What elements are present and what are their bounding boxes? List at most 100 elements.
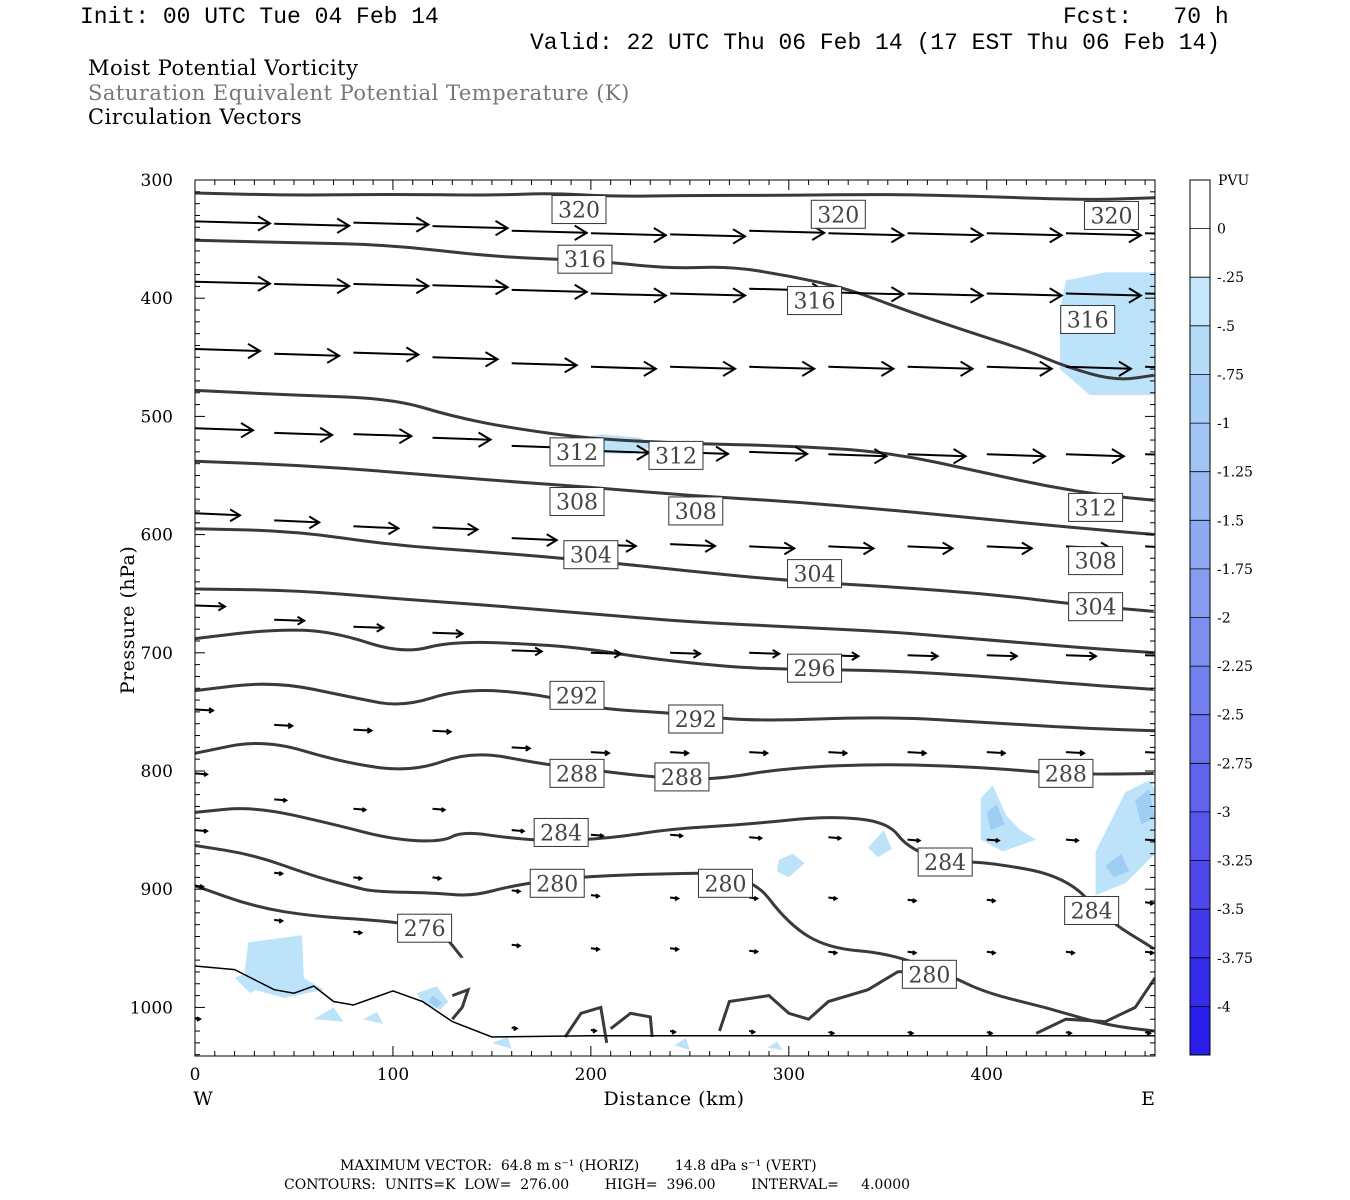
- vector-head: [467, 522, 480, 537]
- vector-head: [722, 360, 737, 377]
- colorbar-swatch: [1190, 666, 1210, 716]
- vector-shaft: [670, 365, 736, 370]
- circulation-vector: [1065, 227, 1143, 244]
- circulation-vector: [1065, 1030, 1073, 1036]
- vector-head: [1079, 749, 1086, 757]
- colorbar-swatch: [1190, 568, 1210, 618]
- circulation-vector: [195, 601, 227, 612]
- vector-shaft: [828, 453, 887, 458]
- contour-label-text: 316: [564, 248, 606, 273]
- vector-shaft: [907, 292, 983, 297]
- x-tick-label: 400: [971, 1065, 1003, 1085]
- contour-label-text: 304: [794, 563, 836, 588]
- circulation-vector: [828, 360, 896, 377]
- vector-shaft: [986, 292, 1062, 297]
- contour-300: [195, 587, 1155, 655]
- vector-shaft: [353, 433, 412, 438]
- circulation-vector: [670, 648, 702, 659]
- contour-label-text: 304: [570, 544, 612, 569]
- contour-label-box: [551, 195, 607, 225]
- pv-shade-core: [1135, 788, 1155, 825]
- vector-head: [772, 648, 782, 659]
- legend-theta-es: Saturation Equivalent Potential Temperat…: [88, 81, 630, 105]
- circulation-vector: [195, 883, 205, 890]
- vector-head: [208, 707, 215, 714]
- contour-label-box: [1038, 758, 1094, 788]
- vector-shaft: [511, 288, 587, 293]
- vector-head: [683, 749, 690, 757]
- contour-label-text: 284: [1071, 899, 1113, 924]
- circulation-vector: [907, 227, 985, 244]
- contour-label-text: 284: [540, 821, 582, 846]
- vector-head: [832, 950, 839, 956]
- circulation-vector: [274, 918, 285, 924]
- contour-label-text: 288: [1045, 762, 1087, 787]
- circulation-vector: [1065, 950, 1076, 956]
- contour-label-text: 316: [1067, 308, 1109, 333]
- circulation-vector: [353, 727, 374, 734]
- contour-label-text: 316: [794, 290, 836, 315]
- circulation-vector: [432, 807, 447, 813]
- colorbar-swatch: [1190, 180, 1210, 230]
- contour-label-280: 280: [901, 959, 957, 989]
- vector-shaft: [828, 751, 847, 755]
- colorbar-swatch: [1190, 228, 1210, 278]
- vector-head: [1159, 751, 1163, 756]
- vector-head: [1067, 1030, 1073, 1036]
- vector-head: [387, 521, 401, 536]
- vector-head: [257, 215, 272, 232]
- circulation-vector: [670, 539, 717, 553]
- contour-label-box: [917, 847, 973, 877]
- contour-label-box: [563, 540, 619, 570]
- circulation-vector: [274, 722, 295, 730]
- vector-head: [308, 515, 322, 530]
- circulation-vector: [986, 287, 1064, 304]
- contour-label-text: 312: [655, 444, 697, 469]
- vector-head: [1009, 651, 1019, 661]
- circulation-vector: [828, 895, 839, 902]
- x-axis-label: Distance (km): [603, 1088, 744, 1110]
- vector-head: [942, 541, 955, 556]
- vector-shaft: [670, 233, 746, 238]
- vector-head: [513, 1025, 519, 1032]
- vector-shaft: [1065, 751, 1084, 755]
- circulation-vector: [669, 895, 680, 902]
- contour-label-316: 316: [787, 286, 843, 316]
- contour-label-288: 288: [549, 758, 605, 788]
- vector-head: [991, 898, 997, 904]
- contour-label-312: 312: [1068, 492, 1124, 522]
- vector-head: [278, 918, 285, 924]
- colorbar-swatch: [1190, 471, 1210, 521]
- vector-shaft: [195, 708, 214, 712]
- vector-shaft: [1145, 654, 1155, 657]
- contour-label-box: [648, 440, 704, 470]
- vector-shaft: [274, 723, 293, 727]
- vector-shaft: [353, 221, 429, 226]
- vector-head: [890, 286, 906, 303]
- vector-head: [762, 749, 770, 757]
- vector-head: [890, 227, 906, 244]
- vector-head: [1111, 448, 1126, 465]
- vector-head: [1032, 448, 1047, 465]
- circulation-vector: [986, 837, 1001, 844]
- circulation-vector: [432, 522, 480, 537]
- circulation-vector: [828, 950, 839, 956]
- vector-head: [592, 1028, 598, 1034]
- colorbar-swatch: [1190, 860, 1210, 910]
- vector-shaft: [1065, 365, 1131, 370]
- circulation-vector: [353, 428, 414, 445]
- contour-label-box: [557, 244, 613, 274]
- circulation-vector: [195, 275, 272, 292]
- circulation-vector: [511, 646, 544, 657]
- y-tick-label: 700: [141, 644, 173, 664]
- vector-head: [595, 893, 601, 899]
- vector-head: [287, 722, 295, 730]
- contour-fragment: [1035, 977, 1155, 1035]
- contour-308: [195, 459, 1155, 537]
- vector-shaft: [274, 618, 305, 622]
- colorbar-swatch: [1190, 277, 1210, 327]
- circulation-vector: [907, 950, 918, 956]
- contour-label-text: 308: [1075, 550, 1117, 575]
- contour-label-text: 308: [675, 500, 717, 525]
- circulation-vector: [828, 835, 843, 841]
